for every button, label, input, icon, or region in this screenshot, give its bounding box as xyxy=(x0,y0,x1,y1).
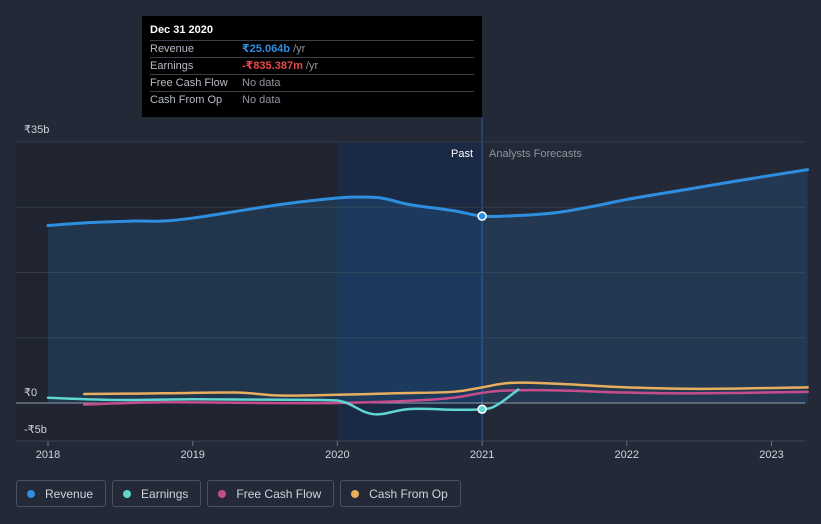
tooltip-label: Free Cash Flow xyxy=(150,77,228,89)
highlight-point-earnings xyxy=(477,404,487,415)
past-region-background xyxy=(16,142,338,441)
legend-dot-icon xyxy=(351,489,360,498)
tooltip-row-free-cash-flow: Free Cash Flow No data xyxy=(150,74,474,91)
y-tick-label: ₹0 xyxy=(24,387,38,399)
tooltip-value-number: ₹25.064b xyxy=(242,43,291,55)
tooltip-label: Earnings xyxy=(150,60,194,72)
tooltip-value-number: -₹835.387m xyxy=(242,60,303,72)
series-area-revenue xyxy=(48,169,808,403)
x-tick-label: 2020 xyxy=(325,449,349,461)
tooltip-value: -₹835.387m /yr xyxy=(242,58,318,74)
x-tick-label: 2022 xyxy=(615,449,639,461)
series-line-revenue xyxy=(46,168,810,228)
legend-label: Revenue xyxy=(45,486,94,501)
tooltip-row-revenue: Revenue ₹25.064b /yr xyxy=(150,40,474,57)
x-axis-ticks: 2018 2019 2020 2021 2022 2023 xyxy=(36,441,784,461)
x-tick-label: 2023 xyxy=(759,449,783,461)
forecast-section-label: Analysts Forecasts xyxy=(489,148,582,160)
series-lines xyxy=(46,168,810,416)
tooltip-row-earnings: Earnings -₹835.387m /yr xyxy=(150,57,474,74)
series-line-free-cash-flow xyxy=(82,388,809,406)
highlight-point-revenue xyxy=(477,211,487,221)
x-tick-label: 2018 xyxy=(36,449,60,461)
tooltip-unit: /yr xyxy=(302,60,319,72)
legend-dot-icon xyxy=(123,489,132,498)
hover-tooltip: Dec 31 2020 Revenue ₹25.064b /yr Earning… xyxy=(142,16,482,117)
x-tick-label: 2019 xyxy=(180,449,204,461)
tooltip-unit: /yr xyxy=(290,43,306,55)
legend-item-free-cash-flow[interactable]: Free Cash Flow xyxy=(207,480,335,507)
tooltip-value: No data xyxy=(242,77,281,89)
series-markers xyxy=(477,211,487,415)
legend-label: Earnings xyxy=(141,486,189,501)
chart-legend: Revenue Earnings Free Cash Flow Cash Fro… xyxy=(16,480,461,507)
legend-item-revenue[interactable]: Revenue xyxy=(16,480,107,507)
tooltip-value: No data xyxy=(242,94,281,106)
past-section-label: Past xyxy=(451,148,473,160)
legend-label: Cash From Op xyxy=(369,486,448,501)
tooltip-value: ₹25.064b /yr xyxy=(242,41,305,57)
legend-item-cash-from-op[interactable]: Cash From Op xyxy=(340,480,461,507)
y-tick-label: -₹5b xyxy=(24,424,47,436)
tooltip-date: Dec 31 2020 xyxy=(150,24,213,36)
chart-background xyxy=(16,118,483,441)
series-line-cash-from-op xyxy=(82,381,809,397)
tooltip-row-cash-from-op: Cash From Op No data xyxy=(150,91,474,108)
tooltip-label: Cash From Op xyxy=(150,94,223,106)
series-areas xyxy=(48,169,808,403)
legend-dot-icon xyxy=(27,489,35,498)
legend-label: Free Cash Flow xyxy=(236,486,322,501)
tooltip-label: Revenue xyxy=(150,43,195,55)
legend-item-earnings[interactable]: Earnings xyxy=(112,480,202,507)
x-tick-label: 2021 xyxy=(470,449,494,461)
y-tick-label: ₹35b xyxy=(24,124,50,136)
legend-dot-icon xyxy=(218,489,227,498)
